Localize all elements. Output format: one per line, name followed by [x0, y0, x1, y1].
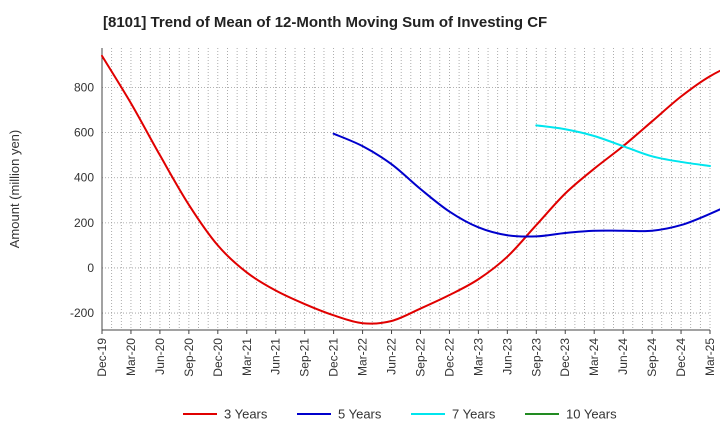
x-tick-label: Mar-20: [124, 338, 138, 376]
y-axis-label: Amount (million yen): [7, 130, 22, 249]
chart-title: [8101] Trend of Mean of 12-Month Moving …: [103, 14, 548, 31]
x-tick-label: Dec-19: [95, 338, 109, 377]
legend-label-10-years: 10 Years: [566, 407, 617, 422]
x-tick-label: Dec-23: [558, 338, 572, 377]
x-tick-label: Mar-24: [587, 338, 601, 376]
x-tick-label: Sep-24: [645, 338, 659, 377]
x-tick-label: Jun-22: [385, 338, 399, 375]
x-tick-label: Sep-21: [298, 338, 312, 377]
x-tick-label: Sep-20: [182, 338, 196, 377]
x-tick-label: Sep-22: [413, 338, 427, 377]
legend-label-7-years: 7 Years: [452, 407, 496, 422]
series-line-3-years: [101, 54, 720, 325]
x-tick-label: Jun-20: [153, 338, 167, 375]
x-tick-label: Dec-24: [674, 338, 688, 377]
x-tick-label: Jun-24: [616, 338, 630, 375]
y-tick-label: 0: [87, 261, 94, 275]
series-line-5-years: [332, 132, 720, 238]
x-tick-label: Dec-21: [327, 338, 341, 377]
x-tick-label: Sep-23: [529, 338, 543, 377]
x-tick-label: Jun-23: [500, 338, 514, 375]
plot-area: [102, 48, 710, 330]
x-tick-label: Mar-23: [471, 338, 485, 376]
y-tick-label: -200: [70, 306, 94, 320]
x-tick-label: Dec-20: [211, 338, 225, 377]
x-tick-label: Mar-22: [356, 338, 370, 376]
x-tick-label: Mar-21: [240, 338, 254, 376]
y-tick-label: 200: [74, 216, 94, 230]
y-tick-label: 400: [74, 171, 94, 185]
x-tick-label: Mar-25: [703, 338, 717, 376]
x-tick-label: Jun-21: [269, 338, 283, 375]
y-tick-label: 800: [74, 80, 94, 94]
y-tick-label: 600: [74, 126, 94, 140]
series-line-7-years: [535, 124, 711, 167]
legend-label-3-years: 3 Years: [224, 407, 268, 422]
legend-label-5-years: 5 Years: [338, 407, 382, 422]
x-tick-label: Dec-22: [442, 338, 456, 377]
